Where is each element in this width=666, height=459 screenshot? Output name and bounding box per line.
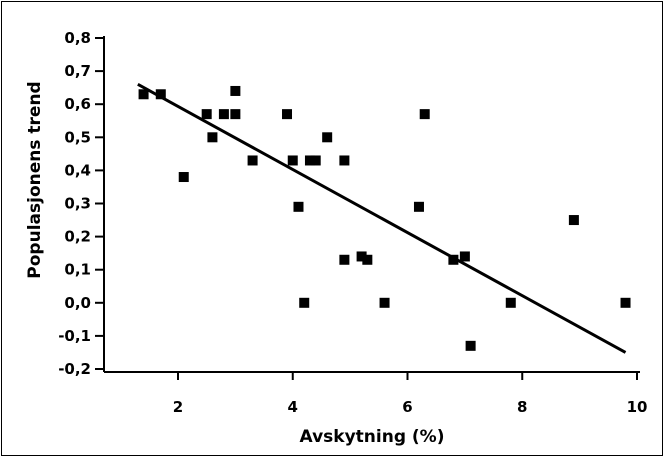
y-axis-ticks: -0,2 -0,1 0,0 0,1 0,2 0,3 0,4 0,5 0,6 0,7 0,8 [58,29,104,378]
data-point [620,297,631,308]
data-point [247,155,258,166]
data-point [178,172,189,183]
y-tick-label: -0,1 [58,327,91,345]
data-points [138,85,631,351]
data-point [201,109,212,120]
data-point [448,254,459,265]
data-point [339,254,350,265]
data-point [465,340,476,351]
data-point [505,297,516,308]
data-point [568,215,579,226]
y-tick-label: 0,3 [64,195,91,213]
data-point [419,109,430,120]
y-tick-label: 0,7 [64,62,91,80]
y-tick-label: 0,4 [64,161,91,179]
x-axis-title: Avskytning (%) [300,427,445,447]
data-point [293,201,304,212]
data-point [339,155,350,166]
data-point [362,254,373,265]
data-point [155,89,166,100]
y-tick-label: 0,2 [64,228,91,246]
data-point [287,155,298,166]
data-point [138,89,149,100]
trend-line [137,83,627,354]
x-tick-label: 6 [402,398,412,416]
data-point [304,155,315,166]
data-point [322,132,333,143]
y-tick-label: 0,8 [64,29,91,47]
y-axis-title: Populasjonens trend [25,81,45,278]
data-point [230,109,241,120]
data-point [230,85,241,96]
data-point [310,155,321,166]
data-point [299,297,310,308]
data-point [207,132,218,143]
data-point [459,251,470,262]
data-point [379,297,390,308]
data-point [282,109,293,120]
y-tick-label: -0,2 [58,360,91,378]
y-tick-label: 0,0 [64,294,91,312]
x-tick-label: 8 [517,398,527,416]
x-tick-label: 4 [288,398,298,416]
data-point [356,251,367,262]
x-axis-ticks: 2 4 6 8 10 [173,372,648,416]
data-point [413,201,424,212]
y-tick-label: 0,5 [64,128,91,146]
y-tick-label: 0,6 [64,95,91,113]
x-tick-label: 2 [173,398,183,416]
data-point [218,109,229,120]
y-tick-label: 0,1 [64,261,91,279]
x-tick-label: 10 [627,398,648,416]
